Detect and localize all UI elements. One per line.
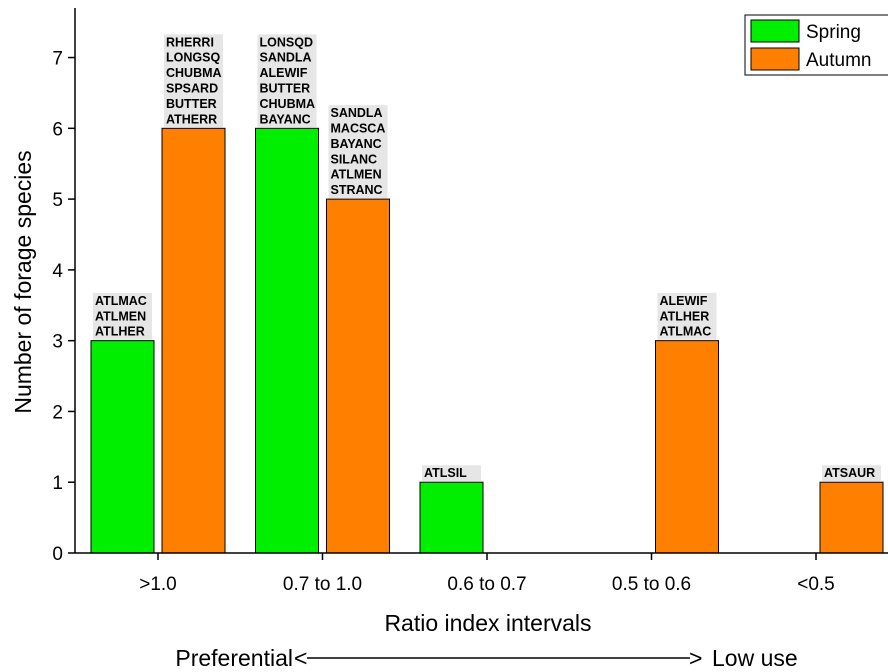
bar-autumn (655, 340, 719, 554)
legend-swatch-spring (750, 19, 800, 43)
bar-spring (255, 127, 319, 554)
y-axis-title: Number of forage species (10, 150, 36, 413)
legend: Spring Autumn (744, 14, 888, 76)
species-label: SANDLA (260, 51, 312, 65)
species-label: SANDLA (331, 106, 383, 120)
x-tick-label: 0.6 to 0.7 (447, 574, 526, 595)
species-label: ATLMAC (660, 325, 712, 339)
direction-annotation: Preferential < > Low use (175, 645, 797, 671)
species-label: ATLMAC (95, 294, 147, 308)
bar-spring (90, 340, 155, 554)
species-label: LONSQD (260, 35, 313, 49)
y-tick-label: 2 (52, 402, 63, 423)
species-label-bg (822, 465, 881, 482)
species-label: BUTTER (166, 97, 217, 111)
y-tick-label: 6 (52, 119, 63, 140)
chart-marks: ATLMACATLMENATLHERLONSQDSANDLAALEWIFBUTT… (90, 34, 884, 554)
species-label-bg (657, 292, 717, 340)
species-label: ATHERR (166, 112, 217, 126)
x-tick-label: <0.5 (797, 574, 835, 595)
y-tick-label: 0 (52, 544, 63, 565)
legend-label-spring: Spring (806, 22, 861, 43)
species-label: ATLHER (95, 325, 145, 339)
bar-autumn (326, 198, 390, 554)
species-label: BUTTER (260, 82, 311, 96)
species-label: ATLHER (660, 309, 710, 323)
annotation-right-label: Low use (712, 645, 798, 671)
species-label: CHUBMA (166, 66, 222, 80)
annotation-right-arrowhead: > (689, 645, 702, 671)
annotation-left-arrowhead: < (294, 645, 307, 671)
species-label: LONGSQ (166, 51, 220, 65)
legend-swatch-autumn (750, 47, 800, 71)
species-label: CHUBMA (260, 97, 316, 111)
species-label: ALEWIF (260, 66, 308, 80)
species-label: SPSARD (166, 82, 218, 96)
x-tick-label: >1.0 (139, 574, 177, 595)
species-label: ATSAUR (824, 466, 875, 480)
y-tick-label: 5 (52, 190, 63, 211)
y-tick-label: 4 (52, 261, 63, 282)
species-label: BAYANC (331, 137, 382, 151)
x-axis-title: Ratio index intervals (384, 610, 591, 636)
species-label-bg (422, 465, 481, 482)
x-ticks: >1.0 0.7 to 1.0 0.6 to 0.7 0.5 to 0.6 <0.5 (139, 553, 835, 595)
species-label-bg (257, 34, 317, 128)
x-tick-label: 0.5 to 0.6 (612, 574, 691, 595)
y-tick-label: 3 (52, 332, 63, 353)
y-ticks: 0 1 2 3 4 5 6 7 (52, 49, 75, 565)
annotation-left-label: Preferential (175, 645, 293, 671)
species-label: ATLSIL (424, 466, 467, 480)
y-tick-label: 7 (52, 49, 63, 70)
bar-autumn (819, 481, 884, 554)
legend-label-autumn: Autumn (806, 50, 871, 71)
y-tick-label: 1 (52, 473, 63, 494)
species-label: ATLMEN (331, 168, 382, 182)
bar-autumn (161, 127, 226, 554)
species-label-bg (328, 105, 388, 199)
species-label: BAYANC (260, 112, 311, 126)
bar-spring (419, 481, 484, 554)
species-label: MACSCA (331, 122, 386, 136)
species-label: ALEWIF (660, 294, 708, 308)
species-label: STRANC (331, 183, 383, 197)
species-label: SILANC (331, 152, 378, 166)
species-label-bg (93, 292, 152, 340)
species-label-bg (164, 34, 223, 128)
x-tick-label: 0.7 to 1.0 (283, 574, 362, 595)
species-label: ATLMEN (95, 309, 146, 323)
species-label: RHERRI (166, 35, 214, 49)
